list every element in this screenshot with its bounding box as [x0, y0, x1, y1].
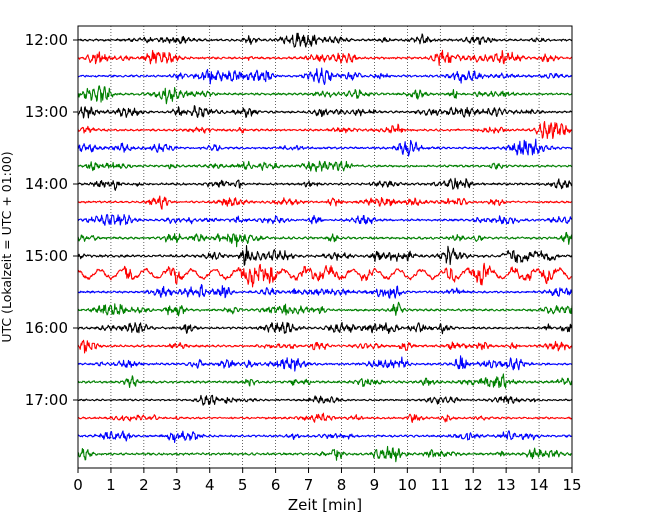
y-axis-ticks: 12:00 13:00 14:00 15:00 16:00 17:00: [25, 31, 78, 409]
x-tick-label: 10: [398, 476, 417, 494]
x-tick-label: 6: [271, 476, 281, 494]
trace-1330: [77, 138, 573, 157]
seismic-traces: [77, 32, 573, 463]
x-tick-label: 0: [73, 476, 83, 494]
x-tick-label: 13: [497, 476, 516, 494]
x-tick-label: 2: [139, 476, 149, 494]
trace-1300: [77, 105, 573, 119]
trace-1645: [77, 373, 573, 389]
x-tick-label: 5: [238, 476, 248, 494]
y-tick-label: 17:00: [25, 391, 68, 409]
trace-1500: [77, 245, 573, 266]
trace-1700: [77, 394, 573, 406]
trace-1200: [77, 32, 573, 48]
trace-1230: [77, 67, 573, 85]
trace-1515: [77, 262, 573, 288]
x-tick-label: 15: [562, 476, 581, 494]
trace-1600: [77, 321, 573, 335]
trace-1400: [77, 177, 573, 191]
x-tick-label: 12: [464, 476, 483, 494]
y-tick-label: 13:00: [25, 103, 68, 121]
trace-1530: [77, 283, 573, 299]
x-tick-label: 4: [205, 476, 215, 494]
x-axis-label: Zeit [min]: [288, 496, 362, 514]
y-axis-label: UTC (Lokalzeit = UTC + 01:00): [0, 151, 14, 342]
x-tick-label: 7: [304, 476, 314, 494]
trace-1345: [77, 160, 573, 173]
x-axis-ticks: 0 1 2 3 4 5 6 7 8 9 10 11 12 13 14 15: [73, 468, 582, 494]
trace-1215: [77, 49, 573, 66]
plot-frame: [77, 25, 573, 469]
x-tick-label: 3: [172, 476, 182, 494]
trace-1745: [77, 445, 573, 463]
trace-1315: [77, 121, 573, 139]
trace-1445: [77, 231, 573, 248]
x-tick-label: 8: [337, 476, 347, 494]
trace-1730: [77, 430, 573, 443]
x-tick-label: 11: [431, 476, 450, 494]
x-tick-label: 14: [530, 476, 549, 494]
trace-1630: [77, 355, 573, 372]
trace-1415: [77, 195, 573, 210]
y-tick-label: 16:00: [25, 319, 68, 337]
trace-1245: [77, 85, 573, 105]
y-tick-label: 12:00: [25, 31, 68, 49]
x-tick-label: 9: [370, 476, 380, 494]
trace-1430: [77, 213, 573, 226]
trace-1615: [77, 339, 573, 354]
x-tick-label: 1: [106, 476, 116, 494]
trace-1545: [77, 301, 573, 317]
y-tick-label: 14:00: [25, 175, 68, 193]
trace-1715: [77, 412, 573, 424]
y-tick-label: 15:00: [25, 247, 68, 265]
